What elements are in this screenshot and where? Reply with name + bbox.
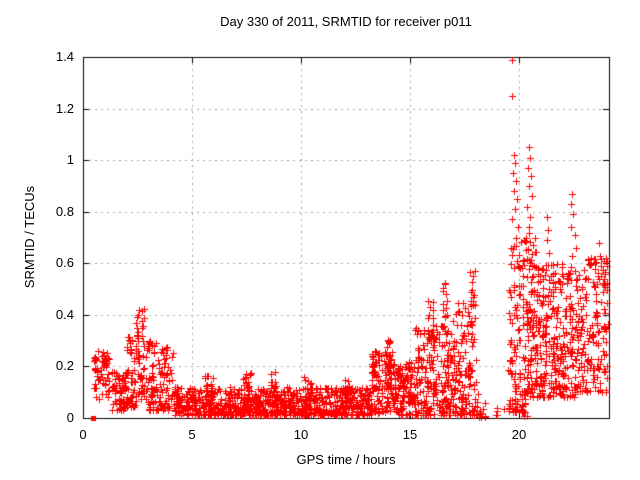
chart-title: Day 330 of 2011, SRMTID for receiver p01… [220, 14, 472, 29]
x-tick-label: 15 [402, 427, 418, 442]
y-tick-label: 0.4 [55, 307, 74, 322]
y-tick-label: 0 [66, 410, 74, 425]
x-axis-label: GPS time / hours [296, 452, 396, 467]
x-tick-label: 10 [293, 427, 309, 442]
y-tick-label: 1 [66, 152, 74, 167]
x-tick-label: 5 [188, 427, 196, 442]
y-axis-label: SRMTID / TECUs [22, 185, 37, 289]
x-tick-label: 20 [511, 427, 527, 442]
y-tick-label: 0.8 [55, 204, 74, 219]
y-tick-label: 0.6 [55, 255, 74, 270]
y-tick-label: 1.2 [55, 101, 74, 116]
x-tick-label: 0 [79, 427, 87, 442]
y-tick-label: 0.2 [55, 358, 74, 373]
y-tick-label: 1.4 [55, 49, 74, 64]
